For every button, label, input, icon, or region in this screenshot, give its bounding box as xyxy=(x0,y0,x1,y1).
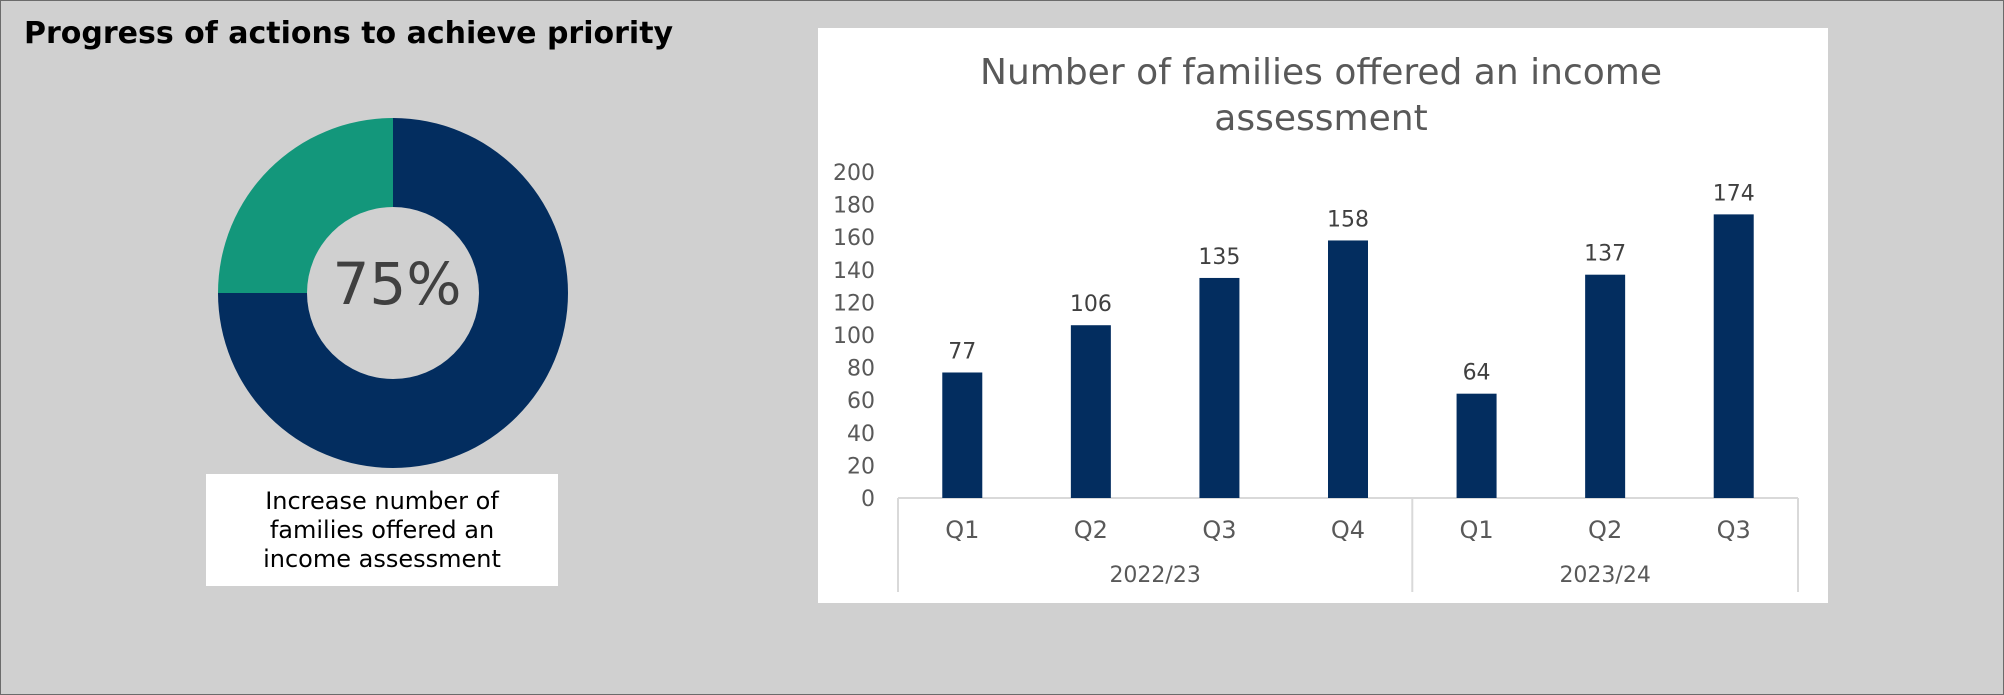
bar-data-label: 158 xyxy=(1327,207,1369,232)
bar xyxy=(1456,393,1497,498)
donut-hole xyxy=(307,207,479,379)
y-tick-label: 120 xyxy=(833,291,875,316)
bar xyxy=(942,372,983,498)
y-tick-label: 160 xyxy=(833,226,875,251)
chart-card: Number of families offered an income ass… xyxy=(818,28,1828,603)
x-group-label: 2022/23 xyxy=(1109,563,1200,588)
progress-percent: 75% xyxy=(332,250,462,318)
panel-heading: Progress of actions to achieve priority xyxy=(24,16,674,51)
bar xyxy=(1199,277,1240,498)
x-tick-label: Q3 xyxy=(1202,516,1236,544)
bar xyxy=(1585,274,1626,498)
y-tick-label: 140 xyxy=(833,259,875,284)
y-tick-label: 40 xyxy=(847,422,875,447)
y-tick-label: 60 xyxy=(847,389,875,414)
bar-chart: Number of families offered an income ass… xyxy=(833,52,1799,592)
x-tick-label: Q1 xyxy=(945,516,979,544)
bar-data-label: 137 xyxy=(1584,242,1626,267)
y-tick-label: 200 xyxy=(833,161,875,186)
y-tick-label: 80 xyxy=(847,357,875,382)
y-tick-label: 100 xyxy=(833,324,875,349)
bar-data-label: 174 xyxy=(1713,181,1755,206)
chart-title-line-2: assessment xyxy=(1214,98,1427,139)
x-tick-label: Q2 xyxy=(1588,516,1622,544)
x-tick-label: Q1 xyxy=(1459,516,1493,544)
bar xyxy=(1713,214,1754,498)
y-tick-label: 20 xyxy=(847,454,875,479)
bar-data-label: 77 xyxy=(948,339,976,364)
x-tick-label: Q4 xyxy=(1331,516,1365,544)
bar xyxy=(1070,325,1111,498)
bar-data-label: 64 xyxy=(1463,361,1491,386)
x-group-label: 2023/24 xyxy=(1559,563,1650,588)
progress-donut xyxy=(218,118,568,468)
y-tick-label: 180 xyxy=(833,194,875,219)
bar-data-label: 106 xyxy=(1070,292,1112,317)
y-tick-label: 0 xyxy=(861,487,875,512)
bar xyxy=(1328,240,1368,498)
progress-caption: Increase number of families offered an i… xyxy=(206,474,558,586)
x-tick-label: Q3 xyxy=(1717,516,1751,544)
chart-title-line-1: Number of families offered an income xyxy=(980,52,1662,93)
x-tick-label: Q2 xyxy=(1074,516,1108,544)
bar-data-label: 135 xyxy=(1198,245,1240,270)
